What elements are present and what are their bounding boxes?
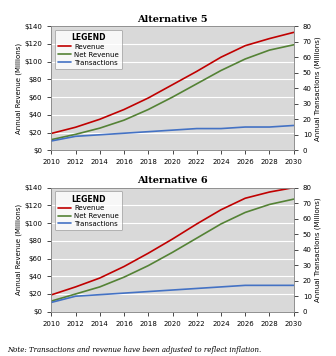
- Net Revenue: [74, 292, 78, 296]
- Revenue: [195, 222, 199, 226]
- Revenue: [146, 96, 150, 100]
- Net Revenue: [98, 126, 102, 130]
- Line: Net Revenue: Net Revenue: [51, 199, 294, 301]
- Transactions: [122, 291, 126, 295]
- Y-axis label: Annual Transactions (Millions): Annual Transactions (Millions): [314, 197, 321, 302]
- Revenue: [292, 30, 296, 35]
- Net Revenue: [122, 275, 126, 279]
- Line: Transactions: Transactions: [51, 286, 294, 303]
- Net Revenue: [146, 263, 150, 268]
- Transactions: [243, 283, 247, 288]
- Revenue: [195, 69, 199, 74]
- Transactions: [195, 286, 199, 290]
- Net Revenue: [219, 68, 223, 73]
- Revenue: [219, 55, 223, 59]
- Revenue: [146, 251, 150, 255]
- Y-axis label: Annual Revenue (Millions): Annual Revenue (Millions): [15, 204, 22, 295]
- Net Revenue: [292, 43, 296, 47]
- Transactions: [243, 125, 247, 129]
- Transactions: [195, 126, 199, 131]
- Revenue: [219, 208, 223, 212]
- Net Revenue: [267, 48, 271, 52]
- Net Revenue: [170, 95, 174, 99]
- Revenue: [243, 196, 247, 200]
- Net Revenue: [170, 250, 174, 255]
- Revenue: [122, 265, 126, 269]
- Transactions: [170, 128, 174, 132]
- Net Revenue: [243, 210, 247, 215]
- Net Revenue: [219, 222, 223, 226]
- Net Revenue: [243, 57, 247, 61]
- Revenue: [267, 36, 271, 41]
- Net Revenue: [195, 236, 199, 240]
- Transactions: [74, 294, 78, 298]
- Net Revenue: [98, 285, 102, 289]
- Revenue: [170, 83, 174, 87]
- Transactions: [219, 285, 223, 289]
- Transactions: [267, 125, 271, 129]
- Revenue: [98, 117, 102, 121]
- Net Revenue: [267, 202, 271, 206]
- Transactions: [292, 123, 296, 127]
- Transactions: [146, 289, 150, 294]
- Revenue: [170, 237, 174, 241]
- Line: Transactions: Transactions: [51, 125, 294, 141]
- Y-axis label: Annual Revenue (Millions): Annual Revenue (Millions): [15, 43, 22, 134]
- Revenue: [292, 185, 296, 190]
- Transactions: [267, 283, 271, 288]
- Line: Revenue: Revenue: [51, 32, 294, 134]
- Revenue: [243, 43, 247, 48]
- Revenue: [122, 108, 126, 112]
- Y-axis label: Annual Transactions (Millions): Annual Transactions (Millions): [314, 36, 321, 141]
- Net Revenue: [122, 118, 126, 122]
- Line: Net Revenue: Net Revenue: [51, 45, 294, 140]
- Revenue: [74, 285, 78, 289]
- Net Revenue: [49, 299, 53, 303]
- Transactions: [49, 139, 53, 143]
- Transactions: [170, 288, 174, 292]
- Line: Revenue: Revenue: [51, 188, 294, 295]
- Net Revenue: [49, 137, 53, 142]
- Revenue: [74, 125, 78, 129]
- Transactions: [219, 126, 223, 131]
- Revenue: [98, 276, 102, 280]
- Title: Alternative 5: Alternative 5: [137, 15, 208, 24]
- Transactions: [74, 134, 78, 138]
- Transactions: [292, 283, 296, 288]
- Revenue: [49, 131, 53, 136]
- Transactions: [98, 293, 102, 297]
- Title: Alternative 6: Alternative 6: [137, 177, 208, 185]
- Transactions: [146, 130, 150, 134]
- Legend: Revenue, Net Revenue, Transactions: Revenue, Net Revenue, Transactions: [55, 191, 122, 230]
- Transactions: [122, 131, 126, 135]
- Net Revenue: [195, 82, 199, 86]
- Revenue: [267, 190, 271, 194]
- Net Revenue: [292, 197, 296, 201]
- Transactions: [49, 300, 53, 305]
- Net Revenue: [74, 132, 78, 136]
- Transactions: [98, 133, 102, 137]
- Net Revenue: [146, 108, 150, 112]
- Legend: Revenue, Net Revenue, Transactions: Revenue, Net Revenue, Transactions: [55, 30, 122, 69]
- Text: Note: Transactions and revenue have been adjusted to reflect inflation.: Note: Transactions and revenue have been…: [7, 346, 261, 354]
- Revenue: [49, 293, 53, 297]
